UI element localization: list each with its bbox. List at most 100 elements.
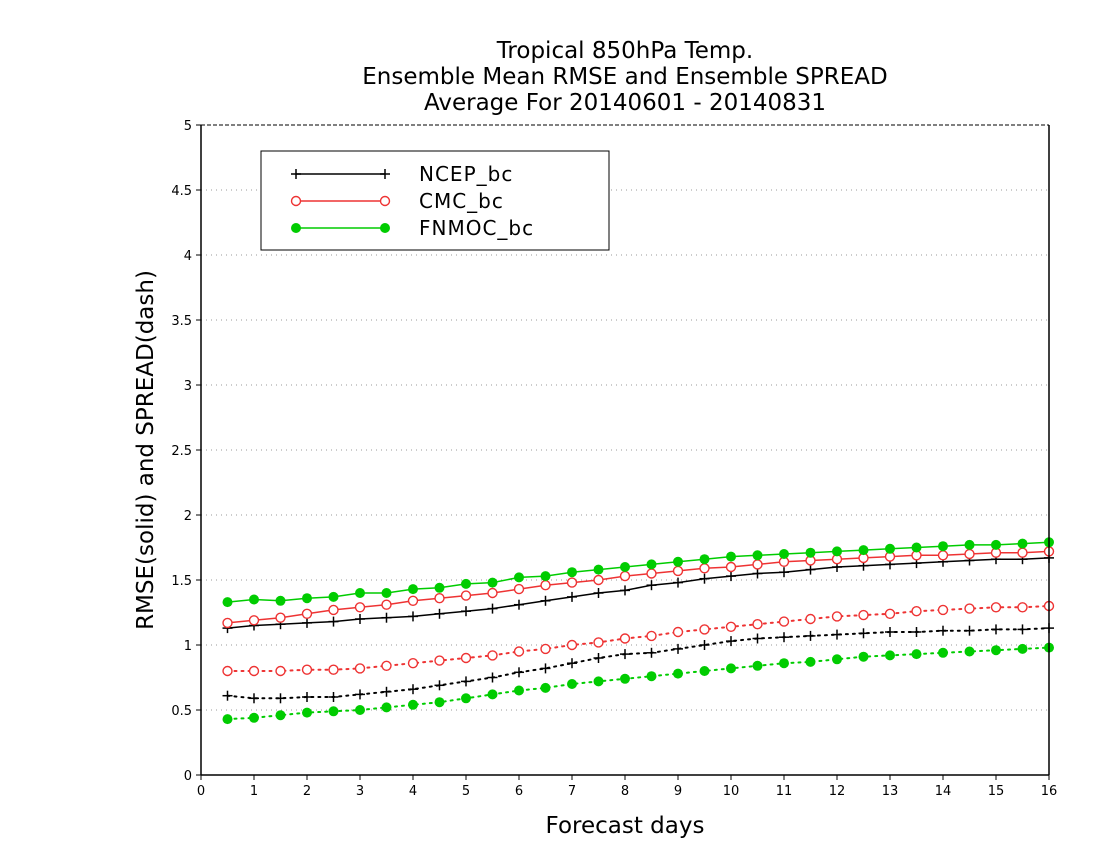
plus-marker — [408, 684, 418, 695]
filled-circle-marker — [885, 543, 895, 554]
series-line — [227, 541, 1050, 603]
x-tick-label: 15 — [988, 784, 1005, 799]
series-line — [227, 557, 1050, 629]
y-tick-label: 0.5 — [171, 704, 192, 719]
plus-marker — [302, 617, 312, 628]
plus-marker — [514, 599, 524, 610]
filled-circle-marker — [646, 671, 657, 682]
x-tick-label: 10 — [723, 784, 740, 799]
plus-marker — [726, 636, 736, 647]
plus-marker — [302, 692, 312, 702]
filled-circle-marker — [514, 685, 524, 696]
plus-marker — [540, 663, 551, 674]
open-circle-marker — [540, 643, 551, 655]
x-tick-label: 9 — [674, 784, 682, 799]
plus-marker — [487, 672, 498, 683]
x-tick-label: 1 — [250, 784, 258, 799]
filled-circle-marker — [355, 588, 365, 598]
filled-circle-marker — [805, 656, 816, 667]
y-tick-label: 4.5 — [171, 184, 192, 199]
x-tick-label: 12 — [829, 784, 846, 799]
filled-circle-marker — [964, 539, 975, 550]
plus-marker — [567, 658, 577, 669]
x-tick-label: 3 — [356, 784, 364, 799]
plus-marker — [752, 633, 763, 644]
filled-circle-marker — [1017, 538, 1028, 549]
open-circle-marker — [937, 550, 949, 561]
filled-circle-marker — [991, 645, 1001, 656]
filled-circle-marker — [858, 545, 869, 556]
filled-circle-marker — [699, 554, 710, 565]
plus-marker — [540, 595, 551, 606]
filled-circle-marker — [514, 572, 524, 583]
open-circle-marker — [460, 590, 472, 601]
filled-circle-marker — [911, 542, 922, 553]
title-line-3: Average For 20140601 - 20140831 — [424, 90, 826, 116]
plus-marker — [1017, 624, 1028, 635]
plus-marker — [567, 591, 577, 602]
open-circle-marker — [434, 593, 445, 604]
plus-marker — [461, 676, 471, 687]
filled-circle-marker — [461, 578, 471, 589]
filled-circle-marker — [673, 556, 683, 567]
legend-entry: CMC_bc — [290, 189, 504, 213]
filled-circle-marker — [291, 223, 301, 233]
legend-label: CMC_bc — [419, 189, 504, 213]
plus-marker — [355, 614, 365, 624]
open-circle-marker — [911, 606, 922, 617]
open-circle-marker — [275, 665, 286, 677]
y-tick-label: 3.5 — [171, 314, 192, 329]
filled-circle-marker — [1017, 643, 1028, 654]
filled-circle-marker — [805, 547, 816, 558]
filled-circle-marker — [381, 588, 392, 598]
plus-marker — [434, 608, 445, 619]
open-circle-marker — [672, 626, 684, 638]
plus-marker — [355, 689, 365, 700]
series-line — [226, 646, 1050, 721]
filled-circle-marker — [487, 689, 498, 700]
plus-marker — [434, 680, 445, 691]
x-tick-label: 2 — [303, 784, 311, 799]
filled-circle-marker — [275, 595, 286, 606]
filled-circle-marker — [434, 582, 445, 593]
open-circle-marker — [379, 195, 391, 207]
open-circle-marker — [381, 599, 392, 610]
series-fnmoc_bc-rmse — [222, 537, 1054, 608]
open-circle-marker — [222, 665, 233, 677]
plus-marker — [328, 692, 339, 702]
plus-marker — [726, 571, 736, 582]
filled-circle-marker — [991, 539, 1001, 550]
grid-lines — [201, 189, 1049, 711]
open-circle-marker — [725, 621, 737, 632]
x-tick-label: 16 — [1041, 784, 1058, 799]
open-circle-marker — [1017, 547, 1028, 558]
filled-circle-marker — [355, 705, 365, 715]
open-circle-marker — [964, 548, 975, 560]
open-circle-marker — [672, 565, 684, 577]
plus-marker — [885, 627, 895, 637]
open-circle-marker — [566, 577, 578, 588]
open-circle-marker — [646, 568, 657, 579]
open-circle-marker — [752, 559, 763, 570]
filled-circle-marker — [540, 571, 551, 582]
open-circle-marker — [487, 587, 498, 599]
plus-marker — [275, 693, 286, 704]
plus-marker — [964, 625, 975, 636]
y-tick-label: 3 — [184, 379, 192, 394]
open-circle-marker — [434, 655, 445, 666]
plus-marker — [291, 169, 301, 179]
x-tick-label: 5 — [462, 784, 470, 799]
plus-marker — [938, 625, 948, 636]
series-fnmoc_bc-spread — [222, 642, 1054, 725]
x-tick-label: 14 — [935, 784, 952, 799]
plus-marker — [593, 653, 604, 663]
filled-circle-marker — [222, 597, 233, 608]
filled-circle-marker — [249, 712, 259, 723]
series-line — [226, 627, 1050, 700]
filled-circle-marker — [593, 676, 604, 687]
open-circle-marker — [487, 650, 498, 661]
open-circle-marker — [964, 603, 975, 614]
plus-marker — [911, 627, 922, 637]
open-circle-marker — [699, 624, 710, 635]
plus-marker — [620, 649, 630, 660]
